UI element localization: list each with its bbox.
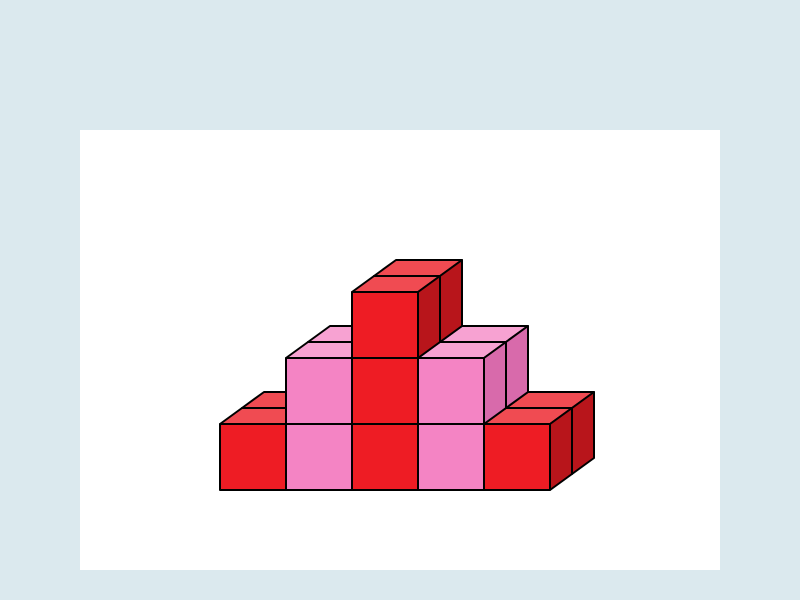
white-panel	[80, 130, 720, 570]
page-background	[0, 0, 800, 600]
cube-stack-figure	[140, 160, 660, 540]
